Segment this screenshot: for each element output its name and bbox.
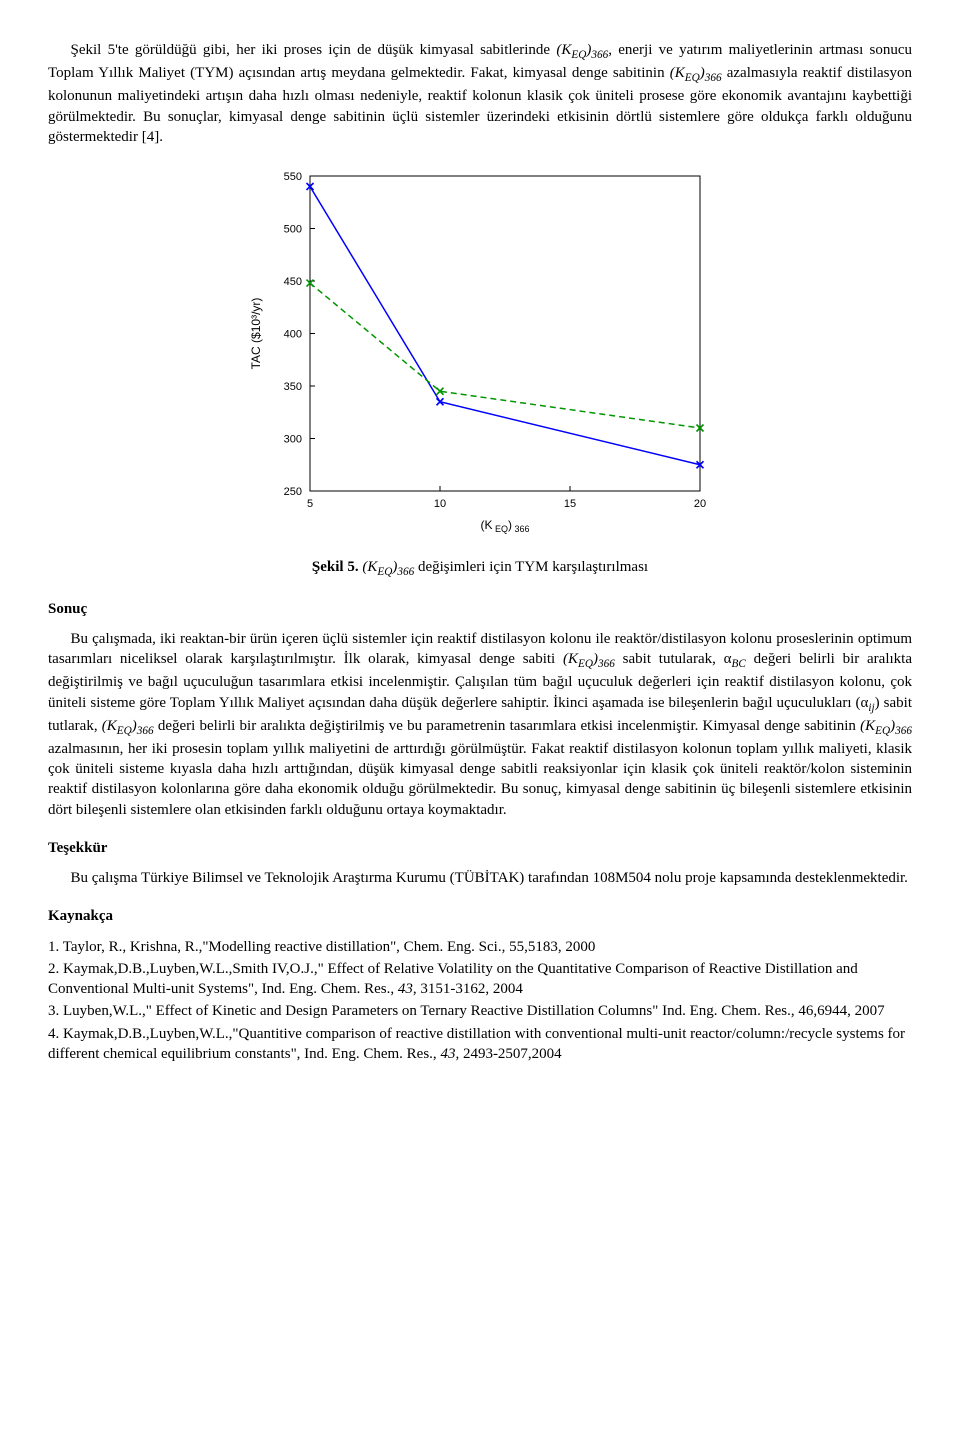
reference-item: 3. Luyben,W.L.," Effect of Kinetic and D… [48,1001,912,1021]
svg-text:300: 300 [284,434,302,446]
section-title-tesekkur: Teşekkür [48,838,912,858]
intro-paragraph: Şekil 5'te görüldüğü gibi, her iki prose… [48,40,912,147]
svg-text:TAC ($10³/yr): TAC ($10³/yr) [249,298,263,370]
reference-item: 1. Taylor, R., Krishna, R.,"Modelling re… [48,937,912,957]
section-title-sonuc: Sonuç [48,599,912,619]
svg-text:250: 250 [284,486,302,498]
figure-label: Şekil 5. [312,559,359,575]
tesekkur-body: Bu çalışma Türkiye Bilimsel ve Teknoloji… [48,868,912,888]
figure-5-caption: Şekil 5. (KEQ)366 değişimleri için TYM k… [48,557,912,580]
reference-item: 4. Kaymak,D.B.,Luyben,W.L.,"Quantitive c… [48,1024,912,1065]
references-list: 1. Taylor, R., Krishna, R.,"Modelling re… [48,937,912,1065]
svg-text:500: 500 [284,224,302,236]
svg-text:5: 5 [307,498,313,510]
svg-text:10: 10 [434,498,446,510]
svg-text:400: 400 [284,329,302,341]
svg-text:20: 20 [694,498,706,510]
svg-text:(K EQ) 366: (K EQ) 366 [480,518,529,534]
svg-text:350: 350 [284,381,302,393]
svg-text:15: 15 [564,498,576,510]
sonuc-body: Bu çalışmada, iki reaktan-bir ürün içere… [48,629,912,820]
svg-text:550: 550 [284,171,302,183]
section-title-kaynakca: Kaynakça [48,906,912,926]
figure-5-chart: 250 300 350 400 450 500 550 5 10 15 20 TAC ($10³/yr… [240,161,720,547]
reference-item: 2. Kaymak,D.B.,Luyben,W.L.,Smith IV,O.J.… [48,959,912,1000]
svg-text:450: 450 [284,276,302,288]
